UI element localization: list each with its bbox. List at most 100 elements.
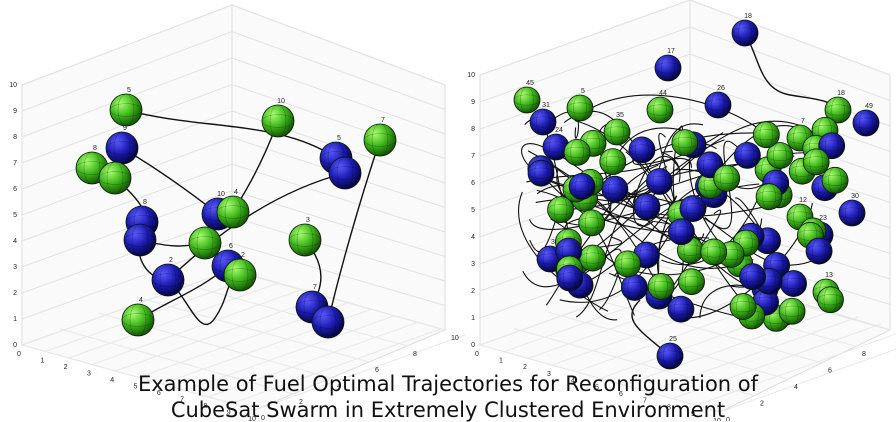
sphere xyxy=(668,219,694,245)
sphere xyxy=(779,298,805,324)
sphere-label: 5 xyxy=(337,135,341,142)
sphere-label: 7 xyxy=(313,284,317,291)
sphere-label: 10 xyxy=(217,191,225,198)
sphere xyxy=(756,184,782,210)
sphere xyxy=(730,294,756,320)
sphere-label: 13 xyxy=(825,272,833,279)
sphere xyxy=(530,109,556,135)
sphere xyxy=(262,105,294,137)
caption-line: Example of Fuel Optimal Trajectories for… xyxy=(0,372,896,396)
sphere xyxy=(289,224,321,256)
z-tick-label: 0 xyxy=(13,342,17,349)
sphere xyxy=(514,87,540,113)
sphere xyxy=(224,259,256,291)
sphere xyxy=(548,197,574,223)
z-tick-label: 5 xyxy=(471,207,475,214)
x-tick-label: 2 xyxy=(64,364,68,371)
sphere-label: 4 xyxy=(139,297,143,304)
sphere xyxy=(753,122,779,148)
sphere-label: 30 xyxy=(851,193,859,200)
sphere-label: 5 xyxy=(581,88,585,95)
z-tick-label: 8 xyxy=(471,126,475,133)
figure: 0123456789100123456789100246810012345678… xyxy=(0,0,896,421)
sphere xyxy=(629,137,655,163)
sphere xyxy=(657,343,683,369)
sphere-label: 6 xyxy=(229,243,233,250)
z-tick-label: 10 xyxy=(467,72,475,79)
z-tick-label: 4 xyxy=(471,234,475,241)
sphere-label: 2 xyxy=(169,257,173,264)
x-tick-label: 1 xyxy=(499,358,503,365)
z-tick-label: 0 xyxy=(471,342,475,349)
sphere xyxy=(647,97,673,123)
sphere xyxy=(557,265,583,291)
sphere xyxy=(655,55,681,81)
z-tick-label: 6 xyxy=(471,180,475,187)
z-tick-label: 10 xyxy=(9,82,17,89)
sphere-label: 49 xyxy=(865,103,873,110)
z-tick-label: 7 xyxy=(13,160,17,167)
sphere-label: 5 xyxy=(127,87,131,94)
sphere xyxy=(806,238,832,264)
sphere-label: 3 xyxy=(306,217,310,224)
sphere-label: 7 xyxy=(381,117,385,124)
z-tick-label: 6 xyxy=(13,186,17,193)
sphere xyxy=(646,168,672,194)
sphere-label: 38 xyxy=(574,243,582,250)
sphere-label: 31 xyxy=(542,102,550,109)
sphere-label: 7 xyxy=(801,118,805,125)
sphere xyxy=(615,251,641,277)
x-tick-label: 1 xyxy=(40,357,44,364)
sphere xyxy=(110,94,142,126)
y-tick-label: 8 xyxy=(862,351,866,358)
sphere-label: 44 xyxy=(659,90,667,97)
sphere xyxy=(853,110,879,136)
sphere-label: 9 xyxy=(123,125,127,132)
sphere-label: 26 xyxy=(717,85,725,92)
sphere xyxy=(124,224,156,256)
sphere-label: 2 xyxy=(241,252,245,259)
sphere xyxy=(668,296,694,322)
sphere xyxy=(217,196,249,228)
sphere xyxy=(604,119,630,145)
sphere-label: 25 xyxy=(669,336,677,343)
sphere-label: 35 xyxy=(616,112,624,119)
sphere xyxy=(106,132,138,164)
sphere xyxy=(781,271,807,297)
sphere xyxy=(312,306,344,338)
sphere xyxy=(803,149,829,175)
z-tick-label: 1 xyxy=(13,316,17,323)
sphere xyxy=(672,130,698,156)
sphere-label: 8 xyxy=(93,145,97,152)
sphere xyxy=(817,287,843,313)
sphere xyxy=(152,264,184,296)
sphere xyxy=(189,227,221,259)
sphere-label: 17 xyxy=(667,48,675,55)
y-tick-label: 10 xyxy=(451,335,459,342)
sphere xyxy=(839,200,865,226)
sphere xyxy=(528,160,554,186)
y-tick-label: 8 xyxy=(413,351,417,358)
sphere xyxy=(732,20,758,46)
x-tick-label: 0 xyxy=(475,351,479,358)
sphere xyxy=(329,157,361,189)
z-tick-label: 8 xyxy=(13,134,17,141)
sphere xyxy=(705,92,731,118)
sphere xyxy=(569,173,595,199)
z-tick-label: 3 xyxy=(13,264,17,271)
sphere-label: 18 xyxy=(744,13,752,20)
sphere xyxy=(564,139,590,165)
sphere xyxy=(648,273,674,299)
sphere xyxy=(567,95,593,121)
sphere-label: 10 xyxy=(277,98,285,105)
z-tick-label: 3 xyxy=(471,261,475,268)
z-tick-label: 5 xyxy=(13,212,17,219)
sphere-label: 8 xyxy=(143,199,147,206)
sphere-label: 18 xyxy=(837,90,845,97)
sphere xyxy=(580,245,606,271)
sphere xyxy=(600,149,626,175)
sphere xyxy=(734,142,760,168)
z-tick-label: 7 xyxy=(471,153,475,160)
sphere xyxy=(822,167,848,193)
z-tick-label: 9 xyxy=(13,108,17,115)
